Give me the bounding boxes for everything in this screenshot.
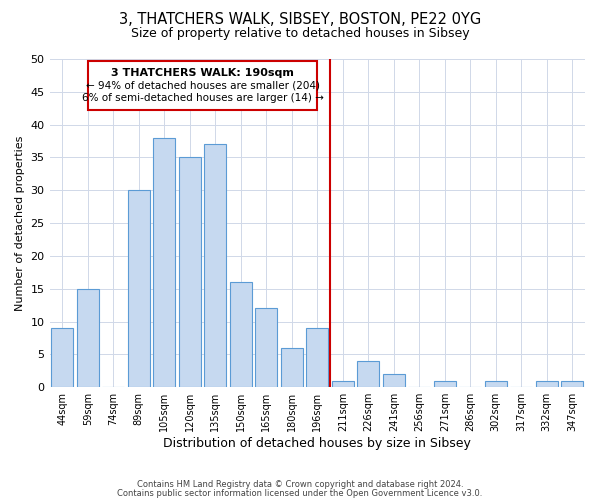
- Bar: [77, 288, 98, 387]
- Bar: [358, 361, 379, 387]
- Bar: [154, 138, 175, 387]
- Text: 3, THATCHERS WALK, SIBSEY, BOSTON, PE22 0YG: 3, THATCHERS WALK, SIBSEY, BOSTON, PE22 …: [119, 12, 481, 28]
- Bar: [52, 328, 73, 387]
- Bar: [128, 190, 149, 387]
- Bar: [485, 380, 506, 387]
- Bar: [307, 328, 328, 387]
- Bar: [383, 374, 404, 387]
- Text: ← 94% of detached houses are smaller (204): ← 94% of detached houses are smaller (20…: [86, 80, 320, 90]
- Text: 6% of semi-detached houses are larger (14) →: 6% of semi-detached houses are larger (1…: [82, 92, 323, 102]
- Text: Contains public sector information licensed under the Open Government Licence v3: Contains public sector information licen…: [118, 488, 482, 498]
- Bar: [562, 380, 583, 387]
- Bar: [230, 282, 251, 387]
- Bar: [205, 144, 226, 387]
- Y-axis label: Number of detached properties: Number of detached properties: [15, 136, 25, 311]
- X-axis label: Distribution of detached houses by size in Sibsey: Distribution of detached houses by size …: [163, 437, 471, 450]
- FancyBboxPatch shape: [88, 60, 317, 110]
- Bar: [434, 380, 455, 387]
- Bar: [179, 158, 200, 387]
- Bar: [256, 308, 277, 387]
- Bar: [281, 348, 302, 387]
- Text: Size of property relative to detached houses in Sibsey: Size of property relative to detached ho…: [131, 28, 469, 40]
- Text: Contains HM Land Registry data © Crown copyright and database right 2024.: Contains HM Land Registry data © Crown c…: [137, 480, 463, 489]
- Bar: [536, 380, 557, 387]
- Bar: [332, 380, 353, 387]
- Text: 3 THATCHERS WALK: 190sqm: 3 THATCHERS WALK: 190sqm: [111, 68, 294, 78]
